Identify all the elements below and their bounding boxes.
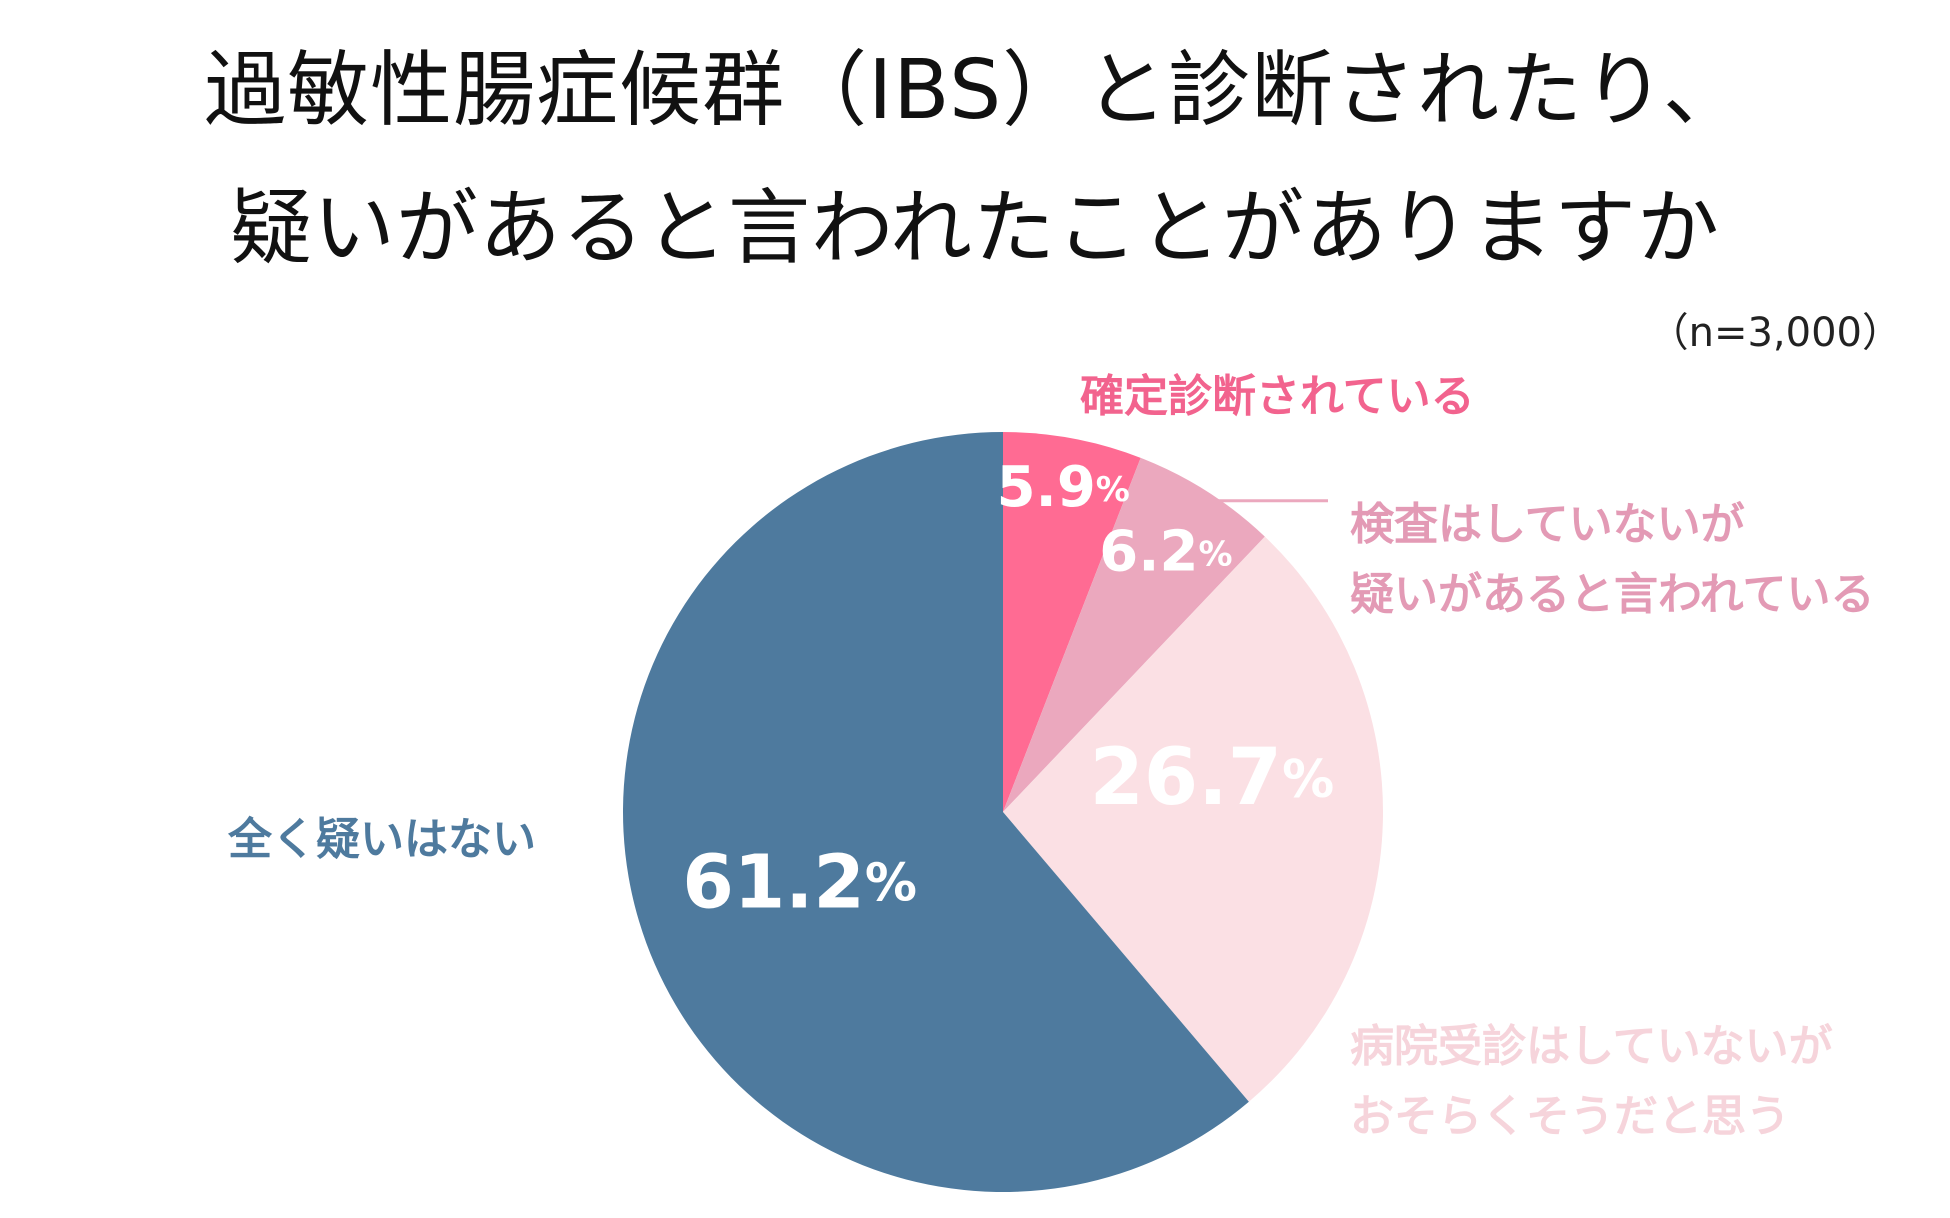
legend-label-none: 全く疑いはない	[228, 805, 536, 875]
slice-percent-sign-none: %	[865, 854, 917, 914]
legend-label-suspected-line-1: 検査はしていないが	[1350, 499, 1745, 550]
pie-slice-probably	[1003, 536, 1383, 1102]
legend-label-none-line: 全く疑いはない	[228, 814, 536, 865]
legend-label-probably-line-2: おそらくそうだと思う	[1350, 1091, 1790, 1142]
slice-value-label-suspected: 6.2%	[1099, 519, 1232, 584]
slice-value-label-none: 61.2%	[682, 839, 917, 925]
slice-value-label-probably: 26.7%	[1090, 733, 1335, 823]
sample-size-note: （n=3,000）	[1648, 310, 1902, 356]
pie-slice-none	[623, 432, 1249, 1192]
legend-label-probably: 病院受診はしていないが おそらくそうだと思う	[1350, 1012, 1833, 1152]
slice-value-none: 61.2	[682, 839, 865, 925]
legend-label-suspected-line-2: 疑いがあると言われている	[1350, 569, 1875, 620]
slice-percent-sign-diagnosed: %	[1096, 469, 1130, 509]
slice-value-label-diagnosed: 5.9%	[997, 455, 1130, 520]
legend-label-probably-line-1: 病院受診はしていないが	[1350, 1021, 1833, 1072]
pie-slice-suspected	[1003, 457, 1265, 812]
slice-value-diagnosed: 5.9	[997, 455, 1096, 520]
legend-label-diagnosed: 確定診断されている	[1080, 362, 1475, 432]
chart-title-line-1: 過敏性腸症候群（IBS）と診断されたり、	[204, 43, 1746, 138]
chart-title-line-2: 疑いがあると言われたことがありますか	[230, 181, 1720, 276]
slice-percent-sign-probably: %	[1282, 750, 1334, 810]
pie-slice-diagnosed	[1003, 432, 1141, 812]
slice-value-probably: 26.7	[1090, 733, 1282, 823]
legend-label-diagnosed-line: 確定診断されている	[1080, 371, 1475, 422]
slice-value-suspected: 6.2	[1099, 519, 1198, 584]
legend-label-suspected: 検査はしていないが 疑いがあると言われている	[1350, 490, 1874, 630]
slice-percent-sign-suspected: %	[1198, 534, 1232, 574]
